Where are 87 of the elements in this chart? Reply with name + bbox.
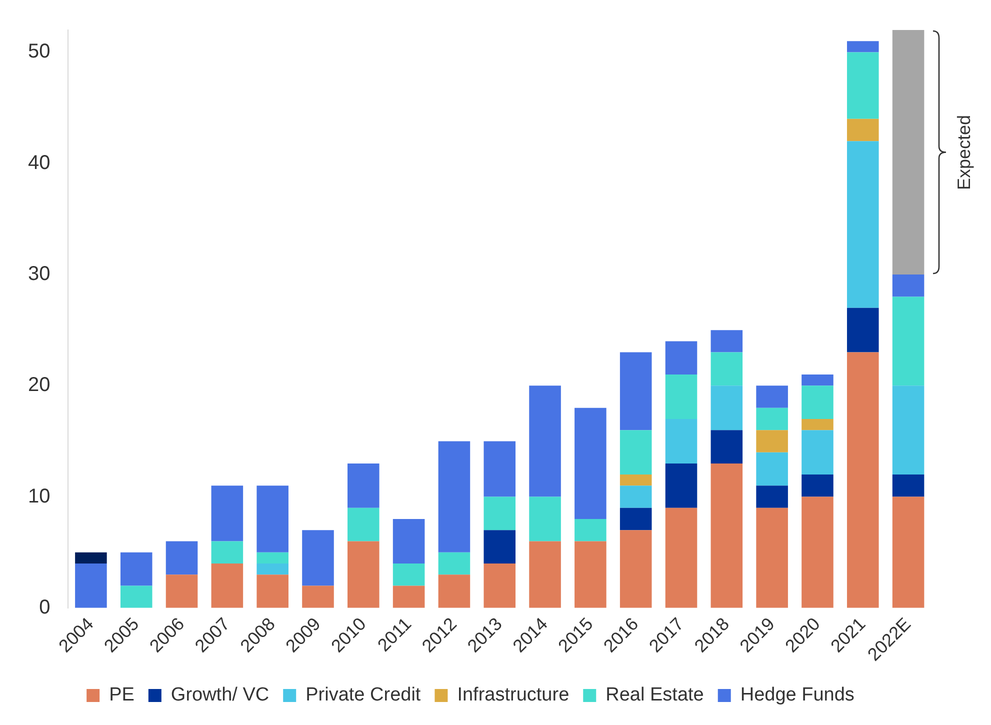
- bar: [756, 430, 788, 452]
- bar: [392, 563, 425, 586]
- bar: [802, 474, 834, 497]
- bar: [710, 352, 743, 386]
- bar: [348, 508, 380, 542]
- bar: [484, 530, 516, 564]
- bar: [846, 308, 879, 352]
- bar: [892, 274, 924, 297]
- legend-label: Infrastructure: [457, 684, 570, 706]
- bar: [392, 519, 425, 564]
- bar: [256, 552, 288, 564]
- bar: [211, 541, 244, 564]
- y-tick-label: 0: [39, 596, 50, 618]
- bar: [620, 530, 652, 608]
- bar: [802, 386, 834, 419]
- legend-label: Hedge Funds: [740, 684, 854, 706]
- bar: [802, 418, 834, 430]
- legend-label: Private Credit: [306, 684, 422, 706]
- bar: [75, 563, 107, 608]
- bar: [665, 418, 698, 464]
- bar: [484, 563, 516, 608]
- bar: [846, 141, 879, 308]
- bar: [574, 541, 606, 608]
- bar: [302, 586, 334, 608]
- bar: [166, 574, 198, 608]
- bar: [665, 508, 698, 608]
- y-tick-label: 30: [28, 263, 50, 286]
- bar: [620, 352, 652, 430]
- bar: [574, 519, 606, 542]
- bar: [846, 52, 879, 119]
- bar: [710, 330, 743, 352]
- bar: [484, 496, 516, 530]
- y-tick-label: 40: [28, 152, 50, 174]
- bar: [438, 552, 470, 575]
- bar: [529, 496, 561, 542]
- bar: [484, 441, 516, 497]
- bar: [802, 496, 834, 608]
- bar: [211, 563, 244, 608]
- bar: [892, 474, 924, 497]
- bar: [846, 352, 879, 608]
- text: Expected: [954, 114, 976, 190]
- y-tick-label: 20: [28, 374, 50, 396]
- bar: [620, 430, 652, 475]
- bar: [892, 30, 924, 275]
- bar: [75, 552, 107, 564]
- bar: [802, 430, 834, 475]
- bar: [710, 463, 743, 608]
- y-tick-label: 10: [28, 485, 50, 508]
- bar: [438, 441, 470, 552]
- bar: [120, 586, 152, 608]
- bar: [756, 508, 788, 608]
- bar: [756, 386, 788, 408]
- bar: [529, 541, 561, 608]
- bar: [256, 486, 288, 552]
- bar: [348, 541, 380, 608]
- bar: [348, 463, 380, 508]
- bar: [802, 374, 834, 386]
- bar: [892, 296, 924, 386]
- legend-label: Growth/ VC: [170, 684, 270, 706]
- bar: [665, 374, 698, 419]
- bar: [710, 430, 743, 464]
- y-tick-label: 50: [28, 40, 50, 63]
- bar: [665, 463, 698, 508]
- bar: [892, 386, 924, 475]
- bar: [392, 586, 425, 608]
- bar: [256, 563, 288, 575]
- legend-label: PE: [109, 684, 134, 706]
- bar: [846, 118, 879, 142]
- bar: [665, 341, 698, 375]
- bar: [892, 496, 924, 608]
- bar: [756, 408, 788, 430]
- bar: [756, 452, 788, 486]
- bar: [166, 541, 198, 575]
- bar: [574, 408, 606, 520]
- bar: [256, 574, 288, 608]
- bar: [846, 41, 879, 52]
- bar: [620, 474, 652, 486]
- bar: [120, 552, 152, 586]
- bar: [211, 486, 244, 542]
- bar: [529, 386, 561, 497]
- bar: [438, 574, 470, 608]
- bar: [756, 486, 788, 508]
- bar: [302, 530, 334, 586]
- bar: [620, 508, 652, 530]
- bar: [620, 486, 652, 508]
- bar: [710, 386, 743, 430]
- legend-label: Real Estate: [606, 684, 704, 706]
